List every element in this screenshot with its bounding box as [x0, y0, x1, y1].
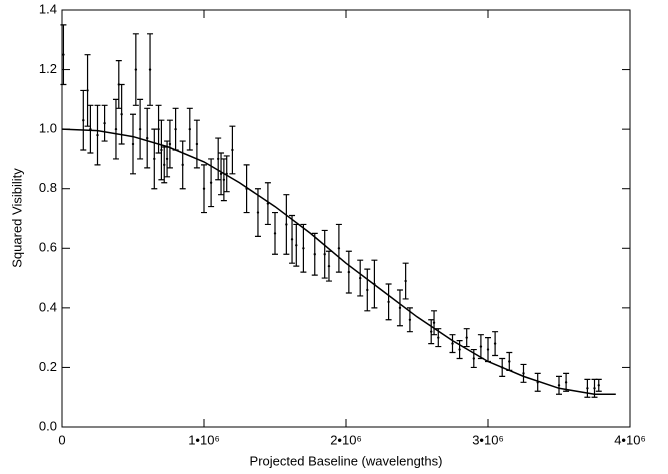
data-point: [295, 244, 298, 247]
data-point: [437, 336, 440, 339]
y-tick-label: 1.2: [39, 61, 57, 76]
data-point: [168, 142, 172, 146]
data-point: [479, 345, 483, 348]
data-point: [146, 136, 149, 140]
data-point: [302, 247, 305, 250]
data-point: [202, 187, 206, 190]
data-point: [597, 384, 600, 387]
x-tick-label: 2•10⁶: [330, 432, 362, 447]
x-tick-label: 0: [58, 432, 65, 447]
data-point: [347, 270, 351, 274]
data-point: [153, 157, 156, 161]
y-tick-label: 0.4: [39, 299, 57, 314]
data-point: [451, 342, 454, 345]
y-tick-label: 1.0: [39, 121, 57, 136]
data-point: [486, 348, 490, 351]
x-tick-label: 1•10⁶: [188, 432, 220, 447]
data-point: [404, 279, 407, 283]
data-point: [157, 127, 160, 131]
data-point: [285, 223, 288, 226]
data-point: [359, 276, 362, 280]
data-point: [313, 253, 316, 256]
data-point: [82, 119, 85, 122]
data-point: [593, 387, 596, 390]
data-point: [195, 142, 199, 146]
data-point: [430, 330, 433, 333]
x-tick-label: 4•10⁶: [614, 432, 646, 447]
data-point: [209, 181, 213, 184]
data-point: [564, 381, 568, 384]
y-tick-label: 0.8: [39, 180, 57, 195]
data-point: [458, 348, 461, 351]
data-point: [62, 53, 65, 56]
y-tick-label: 0.6: [39, 240, 57, 255]
data-point: [134, 68, 138, 71]
data-point: [522, 372, 525, 375]
data-point: [472, 357, 475, 360]
data-point: [222, 178, 226, 181]
data-point: [493, 342, 497, 345]
data-point: [366, 288, 369, 292]
data-point: [273, 232, 277, 235]
data-point: [465, 336, 468, 339]
data-point: [337, 247, 341, 250]
x-tick-label: 3•10⁶: [472, 432, 504, 447]
data-point: [96, 133, 99, 137]
data-point: [131, 142, 135, 146]
y-tick-label: 0.0: [39, 418, 57, 433]
data-point: [256, 211, 260, 214]
data-point: [323, 253, 326, 256]
data-point: [148, 68, 152, 71]
data-point: [398, 306, 402, 310]
model-curve: [61, 128, 616, 395]
plot-frame: [61, 9, 631, 428]
data-point: [86, 89, 89, 92]
y-tick-label: 0.2: [39, 359, 57, 374]
data-point: [408, 318, 412, 321]
data-point: [508, 360, 511, 363]
data-point: [181, 163, 184, 167]
data-point: [231, 148, 234, 152]
data-point: [138, 127, 142, 131]
data-point: [188, 127, 191, 131]
data-point: [120, 113, 123, 116]
data-point: [160, 148, 163, 152]
data-point: [217, 157, 220, 161]
x-axis-label: Projected Baseline (wavelengths): [250, 453, 443, 468]
data-point: [165, 157, 169, 161]
data-point: [387, 300, 390, 304]
data-point: [432, 321, 436, 324]
data-point: [557, 384, 561, 387]
data-point: [290, 238, 294, 241]
data-point: [174, 127, 177, 131]
data-point: [327, 264, 331, 268]
y-axis-label: Squared Visibility: [9, 168, 24, 268]
data-point: [219, 172, 223, 176]
data-point: [103, 121, 106, 125]
data-point: [114, 127, 118, 131]
data-point: [163, 163, 166, 167]
y-tick-label: 1.4: [39, 1, 57, 16]
data-point: [586, 387, 589, 390]
